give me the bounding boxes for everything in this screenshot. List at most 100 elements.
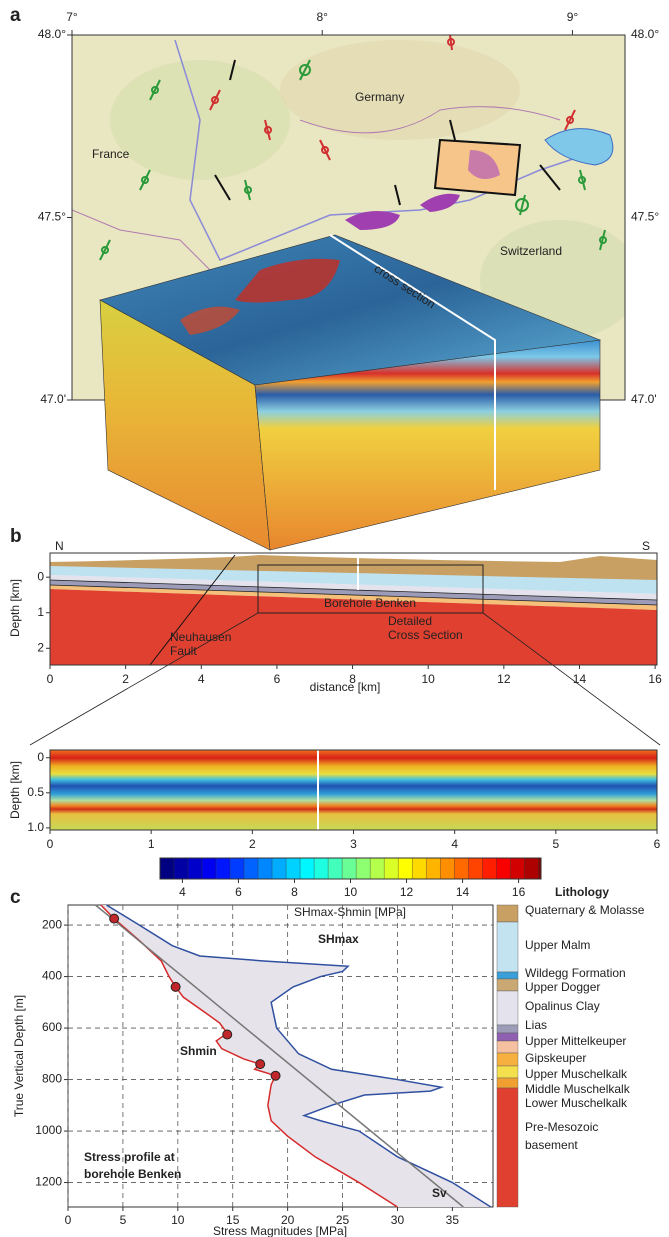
legend-label: Quaternary & Molasse bbox=[525, 903, 645, 917]
x-tick-label: 1 bbox=[148, 837, 155, 851]
legend-label: Lower Muschelkalk bbox=[525, 1096, 628, 1110]
x-tick-label: 9° bbox=[567, 10, 579, 24]
colorbar-cell bbox=[510, 858, 524, 879]
colorbar-cell bbox=[174, 858, 188, 879]
colorbar-cell bbox=[286, 858, 300, 879]
colorbar-cell bbox=[398, 858, 412, 879]
colorbar-cell bbox=[454, 858, 468, 879]
colorbar-cell bbox=[300, 858, 314, 879]
y-axis-label: Depth [km] bbox=[8, 579, 22, 637]
y-tick-label: 1 bbox=[37, 605, 44, 619]
map-label: Germany bbox=[355, 90, 404, 104]
legend-swatch bbox=[497, 1053, 518, 1066]
y-tick-label: 200 bbox=[42, 917, 62, 931]
map-label: France bbox=[92, 147, 130, 161]
section-label: Borehole Benken bbox=[324, 596, 416, 610]
legend-swatch bbox=[497, 1041, 518, 1053]
section-label: Fault bbox=[170, 644, 197, 658]
legend-swatch bbox=[497, 979, 518, 991]
x-tick-label: 5 bbox=[552, 837, 559, 851]
x-axis-label: Stress Magnitudes [MPa] bbox=[213, 1224, 347, 1237]
y-axis-label: True Vertical Depth [m] bbox=[12, 995, 26, 1117]
colorbar-cell bbox=[328, 858, 342, 879]
x-tick-label: 10 bbox=[422, 672, 436, 686]
x-tick-label: 10 bbox=[171, 1213, 185, 1227]
colorbar-cell bbox=[524, 858, 538, 879]
section-label: Cross Section bbox=[388, 628, 463, 642]
page: a7°8°9°47.0'47.5°48.0°47.0'47.5°48.0°Fra… bbox=[0, 0, 669, 1237]
y-tick-label-right: 47.5° bbox=[631, 210, 659, 224]
section-layers bbox=[30, 553, 660, 745]
legend-swatch bbox=[497, 905, 518, 922]
colorbar-tick-label: 6 bbox=[235, 885, 242, 899]
y-tick-label: 400 bbox=[42, 969, 62, 983]
legend-swatch bbox=[497, 1033, 518, 1041]
colorbar-cell bbox=[342, 858, 356, 879]
panel-label: c bbox=[10, 887, 21, 908]
data-point bbox=[271, 1071, 280, 1080]
section-label: Detailed bbox=[388, 614, 432, 628]
legend-swatch bbox=[497, 922, 518, 972]
x-tick-label: 4 bbox=[198, 672, 205, 686]
x-tick-label: 0 bbox=[65, 1213, 72, 1227]
colorbar-cell bbox=[384, 858, 398, 879]
legend-label: Lias bbox=[525, 1018, 547, 1032]
x-tick-label: 8° bbox=[316, 10, 328, 24]
colorbar-tick-label: 8 bbox=[291, 885, 298, 899]
y-axis-label: Depth [km] bbox=[8, 761, 22, 819]
y-tick-label: 1000 bbox=[35, 1123, 62, 1137]
y-tick-label: 0.5 bbox=[27, 785, 44, 799]
zoom-section bbox=[50, 750, 657, 830]
x-tick-label: 5 bbox=[120, 1213, 127, 1227]
series-label: Shmin bbox=[180, 1044, 217, 1058]
colorbar-tick-label: 10 bbox=[344, 885, 358, 899]
y-tick-label: 1200 bbox=[35, 1175, 62, 1189]
colorbar-cell bbox=[412, 858, 426, 879]
colorbar-cell bbox=[468, 858, 482, 879]
x-tick-label: 0 bbox=[47, 672, 54, 686]
colorbar-cell bbox=[482, 858, 496, 879]
data-point bbox=[223, 1030, 232, 1039]
x-tick-label: 3 bbox=[350, 837, 357, 851]
y-tick-label: 600 bbox=[42, 1020, 62, 1034]
y-tick-label: 48.0° bbox=[38, 27, 66, 41]
figure: a7°8°9°47.0'47.5°48.0°47.0'47.5°48.0°Fra… bbox=[0, 0, 669, 1237]
legend-swatch bbox=[497, 972, 518, 979]
legend-swatch bbox=[497, 1078, 518, 1088]
colorbar-tick-label: 16 bbox=[512, 885, 526, 899]
colorbar-cell bbox=[202, 858, 216, 879]
y-tick-label: 47.5° bbox=[38, 210, 66, 224]
x-tick-label: 2 bbox=[122, 672, 129, 686]
colorbar-label: SHmax-Shmin [MPa] bbox=[294, 905, 406, 919]
section-label: N bbox=[55, 539, 64, 553]
data-point bbox=[110, 914, 119, 923]
colorbar-cell bbox=[216, 858, 230, 879]
x-tick-label: 30 bbox=[391, 1213, 405, 1227]
series-label: Sv bbox=[432, 1186, 447, 1200]
colorbar-cell bbox=[426, 858, 440, 879]
y-tick-label: 2 bbox=[37, 640, 44, 654]
y-tick-label: 0 bbox=[37, 569, 44, 583]
data-point bbox=[256, 1060, 265, 1069]
legend-label: Upper Malm bbox=[525, 938, 590, 952]
map-label: Switzerland bbox=[500, 244, 562, 258]
legend-label: Opalinus Clay bbox=[525, 999, 600, 1013]
x-tick-label: 16 bbox=[648, 672, 662, 686]
legend-swatch bbox=[497, 1088, 518, 1207]
x-tick-label: 12 bbox=[497, 672, 511, 686]
plot-annotation: Stress profile at bbox=[84, 1150, 175, 1164]
legend-label: Upper Mittelkeuper bbox=[525, 1034, 626, 1048]
x-tick-label: 2 bbox=[249, 837, 256, 851]
x-tick-label: 0 bbox=[47, 837, 54, 851]
colorbar-cell bbox=[188, 858, 202, 879]
colorbar-cell bbox=[160, 858, 174, 879]
plot-annotation: borehole Benken bbox=[84, 1167, 181, 1181]
data-point bbox=[171, 982, 180, 991]
colorbar-cell bbox=[230, 858, 244, 879]
panel-label: b bbox=[10, 526, 22, 547]
y-tick-label-right: 47.0' bbox=[631, 392, 657, 406]
colorbar-cell bbox=[258, 858, 272, 879]
colorbar-cell bbox=[244, 858, 258, 879]
colorbar-cell bbox=[496, 858, 510, 879]
x-tick-label: 35 bbox=[446, 1213, 460, 1227]
